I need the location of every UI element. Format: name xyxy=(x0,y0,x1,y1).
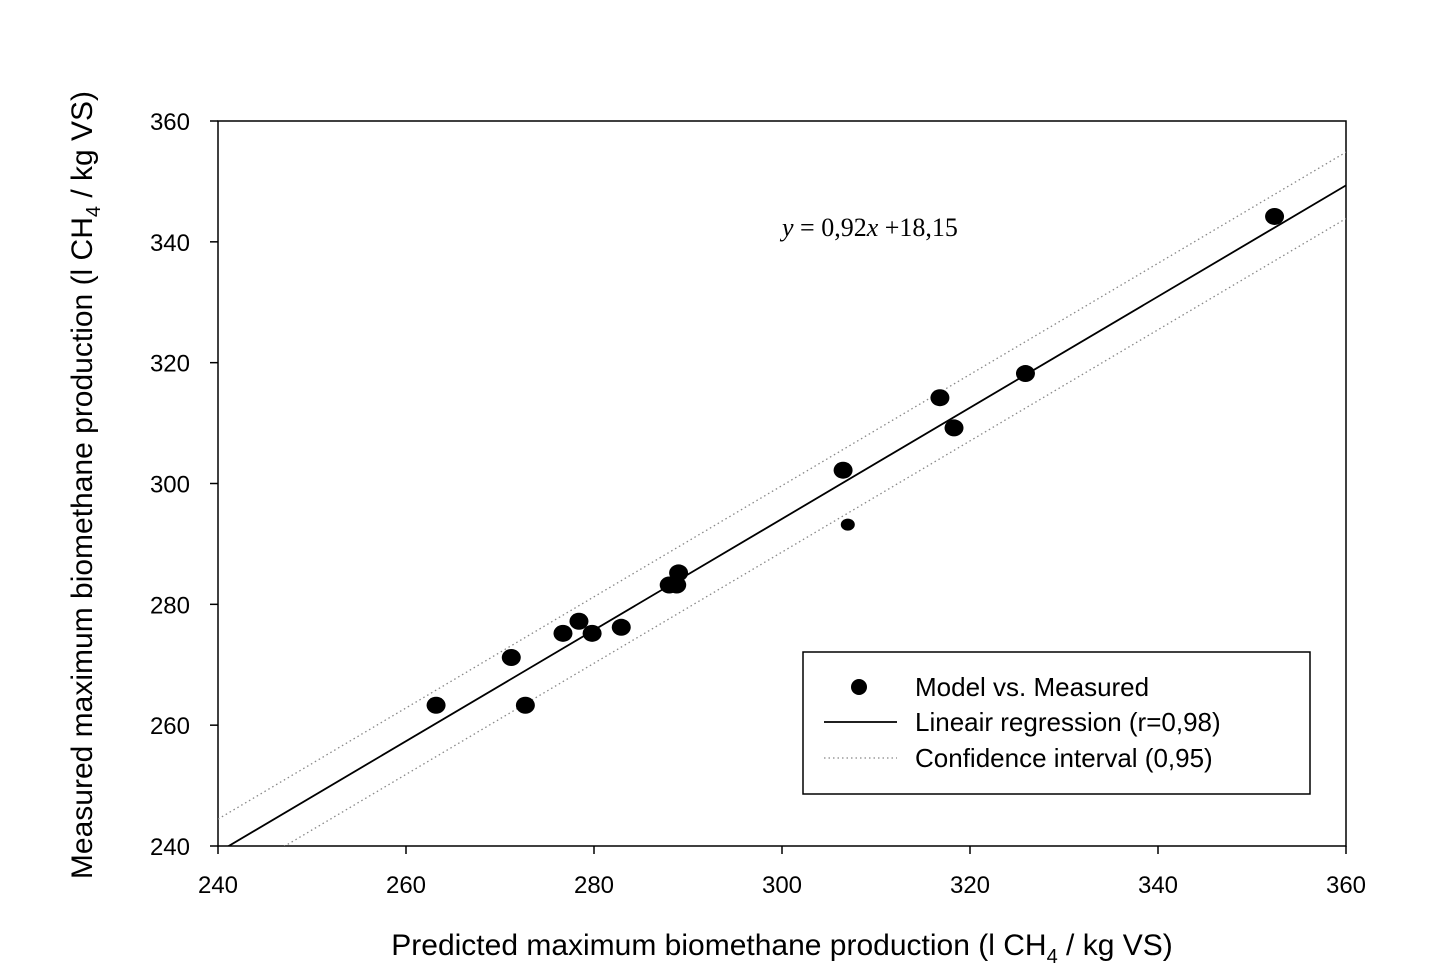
legend: Model vs. Measured Lineair regression (r… xyxy=(802,651,1311,795)
legend-label-points: Model vs. Measured xyxy=(915,672,1149,702)
data-point xyxy=(1015,365,1035,383)
x-tick-label: 340 xyxy=(1138,872,1178,899)
y-axis-ticks: 240 260 280 300 320 340 360 xyxy=(150,109,218,861)
x-tick-label: 260 xyxy=(386,872,426,899)
x-tick-label: 320 xyxy=(950,872,990,899)
x-tick-label: 280 xyxy=(574,872,614,899)
regression-lines xyxy=(218,151,1346,846)
data-point xyxy=(930,389,950,407)
x-axis-title: Predicted maximum biomethane production … xyxy=(391,929,1172,963)
y-tick-label: 300 xyxy=(150,472,190,499)
x-tick-label: 240 xyxy=(198,872,238,899)
y-tick-label: 260 xyxy=(150,713,190,740)
data-point xyxy=(553,624,573,642)
data-point xyxy=(582,624,602,642)
y-tick-label: 280 xyxy=(150,592,190,619)
y-tick-label: 340 xyxy=(150,230,190,257)
data-point xyxy=(569,612,589,630)
y-axis-title: Measured maximum biomethane production (… xyxy=(66,91,105,879)
regression-line xyxy=(226,184,1346,846)
data-point xyxy=(611,618,631,636)
legend-box xyxy=(802,651,1311,795)
data-point xyxy=(501,649,521,666)
x-tick-label: 300 xyxy=(762,872,802,899)
legend-marker-points xyxy=(851,679,867,695)
x-tick-label: 360 xyxy=(1326,872,1366,899)
y-tick-label: 320 xyxy=(150,351,190,378)
regression-equation: y = 0,92x +18,15 xyxy=(779,213,958,242)
data-point xyxy=(1265,207,1285,225)
data-point xyxy=(833,461,853,479)
y-tick-label: 240 xyxy=(150,834,190,861)
data-points xyxy=(426,207,1285,714)
data-point xyxy=(669,564,689,582)
legend-label-confidence: Confidence interval (0,95) xyxy=(915,743,1213,773)
data-point xyxy=(944,419,964,437)
data-point xyxy=(426,696,446,714)
data-point xyxy=(840,518,855,531)
data-point xyxy=(515,696,535,714)
legend-label-regression: Lineair regression (r=0,98) xyxy=(915,707,1221,737)
x-axis-ticks: 240 260 280 300 320 340 360 xyxy=(198,846,1366,899)
y-tick-label: 360 xyxy=(150,109,190,136)
